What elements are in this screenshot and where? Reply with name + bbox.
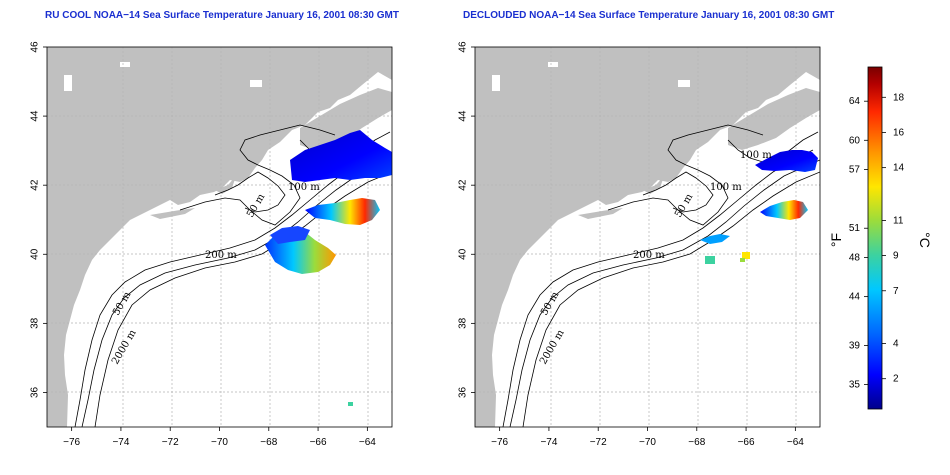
sst-patch-gulf-of-maine (290, 130, 392, 182)
colorbar-f-label: 39 (849, 340, 861, 351)
right-map-title: DECLOUDED NOAA−14 Sea Surface Temperatur… (463, 10, 835, 21)
colorbar-c-label: 18 (893, 92, 905, 103)
lon-tick-label: −74 (540, 437, 557, 448)
colorbar-f-label: 60 (849, 135, 861, 146)
lon-tick-label: −66 (310, 437, 327, 448)
lat-tick-label: 44 (458, 110, 469, 122)
right-sst-map: 100 m 100 m 50 m 200 m 50 m 2000 m (474, 46, 821, 428)
contour-label: 200 m (633, 250, 665, 261)
island-cape-cod (643, 176, 664, 194)
colorbar-f-label: 48 (849, 253, 861, 264)
island-long-island (150, 208, 195, 219)
lat-tick-label: 38 (30, 317, 41, 329)
lon-tick-label: −64 (787, 437, 804, 448)
colorbar-c-label: 2 (893, 374, 899, 385)
lon-tick-label: −76 (491, 437, 508, 448)
colorbar-f-label: 57 (849, 165, 861, 176)
contour-label: 100 m (288, 182, 320, 193)
island-long-island (578, 208, 623, 219)
sst-patch-georges (760, 200, 808, 220)
lat-tick-label: 38 (458, 317, 469, 329)
lat-tick-label: 36 (30, 386, 41, 398)
fahrenheit-unit-label: °F (828, 233, 844, 247)
colorbar-f-label: 35 (849, 380, 861, 391)
colorbar-c-label: 9 (893, 251, 899, 262)
colorbar-c-label: 11 (893, 215, 904, 226)
colorbar-c-label: 4 (893, 339, 899, 350)
contour-label: 100 m (740, 150, 772, 161)
lon-tick-label: −72 (590, 437, 607, 448)
lon-tick-label: −70 (639, 437, 656, 448)
lat-tick-label: 40 (458, 248, 469, 260)
colorbar-c-label: 7 (893, 286, 899, 297)
sst-patch-georges (305, 198, 380, 225)
lon-tick-label: −76 (63, 437, 80, 448)
left-map-title: RU COOL NOAA−14 Sea Surface Temperature … (45, 10, 399, 21)
temperature-colorbar: 64 60 57 51 48 44 39 35 18 16 14 11 9 7 4 2 °F °C (828, 66, 933, 410)
sst-patch-gulf-of-maine (755, 150, 818, 172)
left-sst-map: 200 m 50 m 100 m 50 m 2000 m (46, 46, 393, 428)
land-mass (47, 47, 392, 427)
lat-tick-label: 44 (30, 110, 41, 122)
celsius-unit-label: °C (917, 232, 933, 248)
lon-tick-label: −70 (211, 437, 228, 448)
lon-tick-label: −64 (359, 437, 376, 448)
island-cape-cod (215, 176, 236, 194)
sst-patch-shelf-mid (270, 226, 310, 244)
lon-tick-label: −68 (688, 437, 705, 448)
lat-tick-label: 36 (458, 386, 469, 398)
lon-tick-label: −66 (738, 437, 755, 448)
lat-tick-label: 46 (30, 41, 41, 53)
lat-tick-label: 40 (30, 248, 41, 260)
lon-tick-label: −72 (162, 437, 179, 448)
colorbar-f-label: 44 (849, 292, 861, 303)
land-nova-scotia (728, 88, 820, 150)
lat-tick-label: 42 (30, 179, 41, 191)
sst-patch-shelf-edge (700, 234, 730, 244)
land-mass (475, 47, 820, 427)
lon-tick-label: −74 (112, 437, 129, 448)
contour-label: 200 m (205, 250, 237, 261)
lat-tick-label: 42 (458, 179, 469, 191)
contour-label: 100 m (710, 182, 742, 193)
colorbar-c-label: 14 (893, 163, 905, 174)
land-nova-scotia (300, 88, 392, 150)
lon-tick-label: −68 (260, 437, 277, 448)
colorbar-f-label: 64 (849, 96, 861, 107)
colorbar-f-label: 51 (849, 223, 861, 234)
colorbar-c-label: 16 (893, 127, 905, 138)
lat-tick-label: 46 (458, 41, 469, 53)
